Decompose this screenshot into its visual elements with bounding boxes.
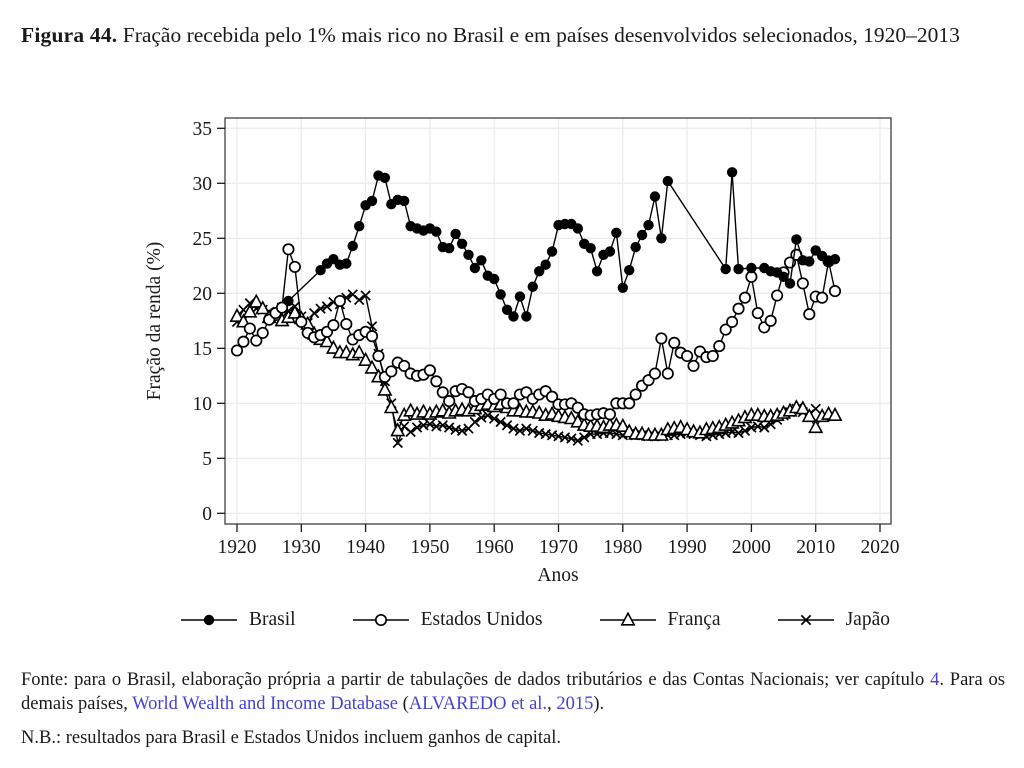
x-tick-label: 1990 bbox=[668, 537, 707, 558]
x-tick-label: 1950 bbox=[410, 537, 449, 558]
y-tick-label: 5 bbox=[202, 449, 212, 470]
y-tick-label: 0 bbox=[202, 504, 212, 525]
figure-caption-text: Fração recebida pelo 1% mais rico no Bra… bbox=[122, 23, 960, 47]
x-tick-label: 1980 bbox=[603, 537, 642, 558]
x-marker-icon bbox=[777, 614, 834, 626]
source-text: ). bbox=[593, 694, 605, 714]
source-text: ( bbox=[398, 694, 409, 714]
legend-label: Japão bbox=[845, 609, 890, 630]
legend-item-franca: França bbox=[597, 609, 721, 631]
x-tick-label: 1940 bbox=[346, 537, 385, 558]
x-tick-label: 1930 bbox=[282, 537, 321, 558]
legend-item-japao: Japão bbox=[775, 609, 890, 631]
chapter-link[interactable]: 4 bbox=[930, 670, 940, 690]
legend-label: Estados Unidos bbox=[420, 609, 543, 630]
axes: 0 5 10 15 20 25 30 35 1920 1930 1940 1950 1960 1970 19… bbox=[144, 119, 900, 586]
open-circle-marker-icon bbox=[352, 613, 409, 627]
x-tick-label: 1960 bbox=[475, 537, 514, 558]
x-tick-label: 2000 bbox=[732, 537, 771, 558]
source-note: Fonte: para o Brasil, elaboração própria… bbox=[21, 668, 1005, 716]
series-brasil bbox=[283, 167, 841, 322]
y-tick-label: 20 bbox=[193, 284, 213, 305]
x-tick-label: 1970 bbox=[539, 537, 578, 558]
source-text: . Para os demais países, bbox=[21, 670, 1005, 714]
x-tick-label: 2020 bbox=[861, 537, 900, 558]
x-axis-label: Anos bbox=[537, 565, 578, 586]
y-axis-label: Fração da renda (%) bbox=[144, 242, 165, 401]
legend-item-brasil: Brasil bbox=[178, 609, 296, 631]
gridlines bbox=[225, 118, 891, 524]
chart-legend: Brasil Estados Unidos França Japão bbox=[178, 604, 890, 636]
source-text: Fonte: para o Brasil, elaboração própria… bbox=[21, 670, 931, 690]
y-tick-label: 15 bbox=[193, 339, 213, 360]
open-triangle-marker-icon bbox=[599, 612, 656, 626]
y-tick-label: 35 bbox=[193, 119, 213, 140]
y-tick-label: 25 bbox=[193, 229, 213, 250]
figure-notes: Fonte: para o Brasil, elaboração própria… bbox=[21, 668, 1005, 750]
filled-circle-marker-icon bbox=[181, 614, 237, 626]
legend-label: Brasil bbox=[249, 609, 296, 630]
legend-label: França bbox=[667, 609, 721, 630]
figure-number: Figura 44. bbox=[21, 23, 118, 47]
figure-caption: Figura 44. Fração recebida pelo 1% mais … bbox=[21, 20, 1003, 51]
y-tick-label: 30 bbox=[193, 174, 213, 195]
x-tick-label: 1920 bbox=[218, 537, 257, 558]
year-link[interactable]: 2015 bbox=[556, 694, 594, 714]
x-tick-label: 2010 bbox=[796, 537, 835, 558]
reference-link[interactable]: ALVAREDO et al. bbox=[408, 694, 548, 714]
series-frança bbox=[229, 293, 843, 441]
database-link[interactable]: World Wealth and Income Database bbox=[132, 694, 399, 714]
nb-note: N.B.: resultados para Brasil e Estados U… bbox=[21, 728, 561, 748]
y-tick-label: 10 bbox=[193, 394, 213, 415]
source-text: , bbox=[547, 694, 557, 714]
legend-item-estados-unidos: Estados Unidos bbox=[350, 609, 543, 631]
